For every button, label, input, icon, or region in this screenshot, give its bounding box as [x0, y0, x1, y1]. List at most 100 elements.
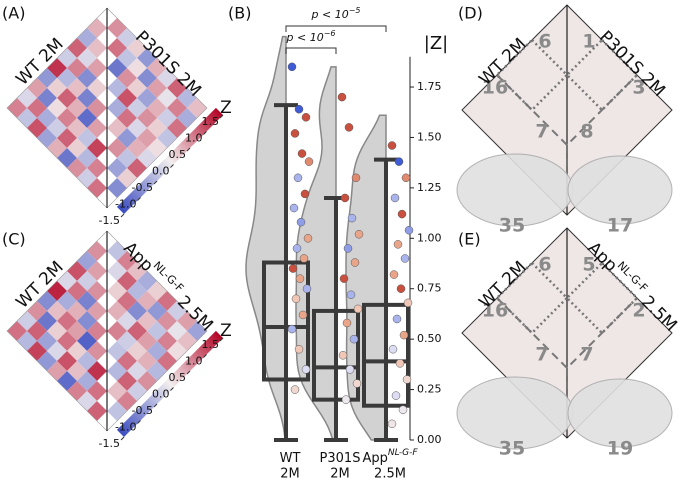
point [341, 395, 351, 404]
point [387, 419, 397, 429]
point [350, 258, 360, 267]
y-tick-label: 1.75 [417, 80, 442, 93]
point [353, 304, 363, 314]
point [287, 62, 297, 72]
colorbar-tick-label: 0.0 [152, 165, 170, 178]
box [362, 302, 410, 408]
point [346, 290, 356, 300]
point [398, 405, 408, 414]
colorbar-tick-label: 0.5 [168, 371, 186, 384]
x-tick-label-line: WT [280, 451, 301, 466]
region-number: 5 [582, 254, 595, 276]
point [288, 264, 298, 273]
annotation-sup: −5 [349, 6, 361, 15]
point [347, 213, 357, 223]
point [338, 351, 348, 360]
colorbar-tick [137, 420, 141, 424]
colorbar-tick [120, 213, 125, 218]
brain [567, 155, 673, 225]
colorbar-tick [219, 337, 224, 342]
annotation-text: p < 10 [286, 31, 324, 44]
point [304, 157, 314, 166]
point [295, 274, 305, 283]
point [403, 298, 413, 308]
point [387, 141, 397, 150]
colorbar-tick-label: -1.5 [99, 214, 120, 227]
point [287, 324, 297, 334]
point [290, 385, 300, 394]
brain-count: 19 [607, 438, 633, 460]
colorbar-tick [153, 180, 158, 185]
colorbar-tick [170, 164, 174, 168]
region-number: 8 [580, 121, 593, 143]
y-tick-label: 0.00 [417, 433, 442, 446]
annotation: p < 10−6 [286, 29, 336, 45]
y-tick-label: 1.00 [417, 231, 442, 244]
colorbar-tick-label: 1.5 [201, 115, 219, 128]
colorbar-title: Z [220, 98, 232, 118]
box [312, 308, 360, 402]
region-number: 2 [632, 300, 645, 322]
region-number: 7 [580, 344, 593, 366]
y-axis-label: |Z| [424, 33, 448, 54]
panel-label: (C) [2, 230, 26, 249]
region-number: 7 [535, 121, 548, 143]
y-tick-label: 0.25 [417, 383, 442, 396]
point [399, 330, 409, 340]
point [292, 244, 302, 253]
point [395, 359, 405, 368]
brain [567, 378, 673, 448]
x-tick-label-sup: NL-G-F [388, 448, 419, 458]
x-tick-label: AppNL-G-F [362, 448, 418, 466]
colorbar-tick-label: 1.5 [201, 338, 219, 351]
bracket [285, 47, 337, 54]
point [404, 225, 414, 235]
point [390, 193, 400, 203]
colorbar [116, 107, 223, 214]
region-number: 1 [582, 31, 595, 53]
y-tick-label: 0.75 [417, 282, 442, 295]
colorbar-tick [120, 436, 125, 441]
x-tick-label: P301S [320, 451, 361, 466]
region-number: 16 [482, 77, 508, 99]
point [297, 149, 307, 158]
colorbar-tick-label: 0.0 [152, 388, 170, 401]
brain-count: 35 [499, 438, 525, 460]
point [291, 294, 301, 304]
x-tick-label-line: App [362, 451, 387, 466]
point [392, 314, 402, 324]
region-number: 6 [538, 31, 551, 53]
point [301, 365, 311, 374]
point [301, 113, 311, 122]
point [298, 310, 308, 320]
point [349, 334, 359, 344]
point [396, 284, 406, 293]
point [290, 129, 300, 138]
point [354, 230, 364, 239]
colorbar-tick-label: -0.5 [132, 404, 153, 417]
y-tick-label: 0.50 [417, 332, 442, 345]
colorbar-tick [153, 403, 158, 408]
point [300, 189, 310, 199]
point [342, 318, 352, 328]
colorbar-tick [186, 370, 191, 375]
point [397, 209, 407, 219]
colorbar-tick-label: -1.5 [99, 437, 120, 450]
brain-count: 17 [607, 215, 633, 237]
colorbar [116, 330, 223, 437]
y-tick-label: 1.25 [417, 181, 442, 194]
panel-label: (D) [458, 4, 483, 23]
region-number: 16 [482, 300, 508, 322]
y-tick-label: 1.50 [417, 130, 442, 143]
annotation-sup: −6 [324, 29, 336, 38]
colorbar-tick [203, 354, 207, 358]
x-tick-label-line: P301S [320, 451, 361, 466]
point [393, 240, 403, 249]
colorbar-tick-label: 0.5 [168, 148, 186, 161]
colorbar-tick [170, 387, 174, 391]
point [294, 344, 304, 354]
point [303, 234, 313, 243]
annotation: p < 10−5 [311, 6, 361, 22]
point [294, 104, 304, 114]
